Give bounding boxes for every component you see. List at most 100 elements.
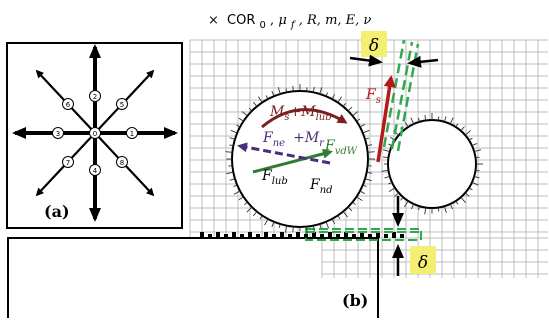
direction-node-3 [52, 127, 64, 139]
wall-node [304, 234, 308, 238]
parameter-list: × COR 0 , μ f , R, m, E, ν [208, 13, 371, 32]
boundary-link [475, 156, 480, 159]
boundary-link [382, 149, 390, 153]
boundary-link [366, 144, 373, 147]
wall-node [208, 234, 212, 238]
boundary-link [265, 95, 269, 100]
wall-contact-dashes [305, 228, 422, 241]
boundary-link [468, 137, 473, 141]
direction-node-1 [126, 127, 138, 139]
boundary-link [388, 181, 393, 185]
boundary-link [404, 122, 409, 128]
boundary-link [359, 190, 366, 195]
boundary-link [229, 137, 236, 140]
direction-number-5: 5 [120, 101, 124, 109]
delta-top-highlight [361, 31, 387, 57]
boundary-link [229, 144, 234, 147]
shear-force-label: Fs [365, 87, 381, 106]
boundary-link [443, 116, 447, 122]
boundary-link [229, 178, 236, 181]
boundary-link [418, 206, 421, 211]
mu-subscript: f [290, 20, 297, 31]
cor-subscript: 0 [260, 20, 266, 31]
boundary-link [244, 201, 248, 206]
boundary-link [411, 203, 415, 210]
ne-label: Fne +Mr [262, 130, 325, 149]
cor-symbol: COR [227, 13, 255, 28]
direction-number-1: 1 [130, 130, 134, 138]
wall-node [272, 234, 276, 238]
boundary-link [241, 111, 248, 117]
boundary-link [468, 187, 473, 191]
ne-force-arrow [237, 142, 331, 165]
moment-arrow [261, 108, 348, 129]
boundary-link [238, 196, 244, 201]
boundary-link [418, 117, 421, 122]
wall-node [336, 234, 340, 238]
wall-node [216, 232, 220, 238]
boundary-link [337, 215, 341, 220]
boundary-link [331, 93, 336, 100]
wall-node [392, 232, 396, 238]
boundary-link [292, 85, 294, 92]
boundary-link [424, 114, 427, 121]
boundary-link [352, 111, 359, 117]
direction-number-8: 8 [120, 159, 124, 167]
wall-node [280, 232, 284, 238]
boundary-link [277, 87, 281, 95]
lubrication-force-label: Flub [261, 168, 288, 187]
wall [7, 232, 404, 318]
boundary-link [449, 203, 453, 210]
boundary-link [471, 181, 479, 186]
boundary-link [404, 200, 409, 208]
boundary-link [312, 86, 315, 93]
delta-top-symbol: δ [369, 36, 379, 56]
wall-node [328, 232, 332, 238]
boundary-link [388, 143, 393, 147]
boundary-link [464, 192, 470, 197]
delta-bottom: δ [392, 196, 436, 276]
boundary-link [381, 169, 389, 172]
boundary-link [364, 178, 372, 182]
wall-node [296, 232, 300, 238]
boundary-link [337, 96, 343, 103]
wall-node [256, 234, 260, 238]
vdw-label: FvdW [324, 138, 358, 157]
particle-left-boundary-links [225, 84, 375, 234]
direction-labels: 0 1 2 3 4 5 6 7 8 [52, 90, 138, 176]
boundary-link [233, 184, 238, 187]
boundary-link [474, 175, 480, 179]
delta-bottom-highlight [410, 246, 436, 274]
boundary-link [253, 211, 258, 217]
particle-right-boundary-links [381, 113, 483, 215]
boundary-link [455, 123, 459, 128]
boundary-link [367, 151, 375, 153]
wall-node [240, 234, 244, 238]
wall-contact-zone [305, 228, 422, 241]
boundary-link [474, 149, 482, 153]
direction-number-2: 2 [93, 93, 97, 101]
wall-node [320, 234, 324, 238]
force-labels: Ms+Mlub Fne +Mr FvdW Flub Fnd Fs [261, 87, 381, 196]
panel-a: 0 1 2 3 4 5 6 7 8 (a) [6, 42, 183, 229]
wall-node [384, 234, 388, 238]
boundary-link [257, 96, 263, 103]
boundary-link [437, 207, 440, 212]
particle-right [381, 113, 483, 215]
wall-node [344, 232, 348, 238]
direction-node-2 [89, 90, 101, 102]
boundary-link [464, 130, 471, 136]
wall-node [352, 234, 356, 238]
panel-b-label: (b) [342, 291, 368, 310]
boundary-link [347, 106, 353, 112]
wall-boundary-nodes [200, 232, 404, 238]
boundary-link [424, 207, 427, 215]
boundary-link [449, 117, 454, 125]
boundary-link [364, 137, 370, 140]
boundary-link [352, 201, 356, 206]
boundary-link [253, 101, 258, 107]
direction-number-4: 4 [93, 167, 98, 175]
direction-node-0 [89, 127, 101, 139]
boundary-link [312, 225, 315, 232]
